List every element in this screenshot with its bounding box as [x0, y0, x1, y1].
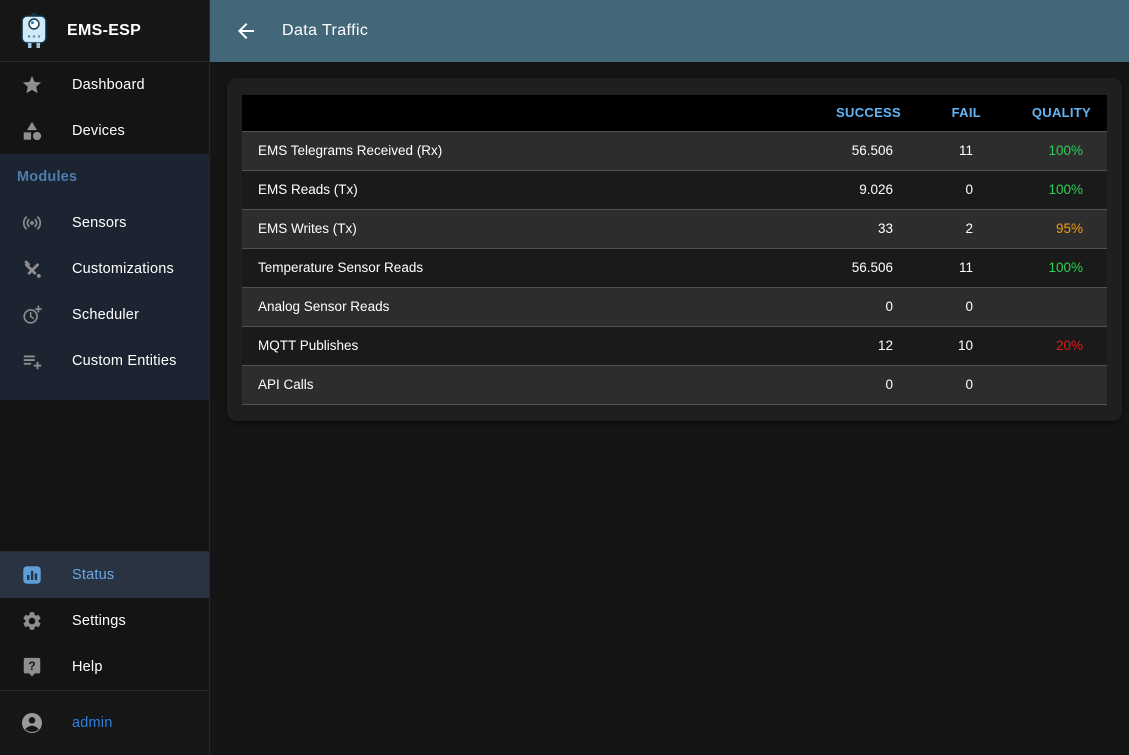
gear-icon: [20, 609, 44, 633]
fail-value: 0: [917, 287, 997, 327]
row-label: EMS Writes (Tx): [242, 209, 787, 249]
sidebar-item-dashboard[interactable]: Dashboard: [0, 62, 209, 108]
row-label: EMS Telegrams Received (Rx): [242, 131, 787, 171]
quality-value: [997, 287, 1107, 327]
table-row: EMS Writes (Tx) 33 2 95%: [242, 209, 1107, 249]
sidebar-item-customizations[interactable]: Customizations: [0, 246, 209, 292]
quality-value: 100%: [997, 131, 1107, 171]
sidebar-item-label: Settings: [72, 613, 126, 629]
sidebar-item-label: Status: [72, 567, 115, 583]
sidebar-item-label: Custom Entities: [72, 353, 177, 369]
playlist-add-icon: [20, 349, 44, 373]
success-value: 0: [787, 287, 917, 327]
sidebar-item-devices[interactable]: Devices: [0, 108, 209, 154]
column-header-name: [242, 95, 787, 132]
svg-text:?: ?: [28, 659, 35, 673]
sidebar-item-custom-entities[interactable]: Custom Entities: [0, 338, 209, 384]
table-row: EMS Reads (Tx) 9.026 0 100%: [242, 170, 1107, 210]
table-row: Analog Sensor Reads 0 0: [242, 287, 1107, 327]
quality-value: 100%: [997, 248, 1107, 288]
fail-value: 0: [917, 170, 997, 210]
sidebar-item-label: Sensors: [72, 215, 127, 231]
category-icon: [20, 119, 44, 143]
quality-value: 20%: [997, 326, 1107, 366]
more-time-icon: [20, 303, 44, 327]
account-icon: [20, 711, 44, 735]
star-icon: [20, 73, 44, 97]
column-header-success: SUCCESS: [787, 95, 917, 132]
sidebar-item-label: Devices: [72, 123, 125, 139]
sensors-icon: [20, 211, 44, 235]
table-header-row: SUCCESS FAIL QUALITY: [242, 95, 1107, 132]
row-label: Temperature Sensor Reads: [242, 248, 787, 288]
construction-icon: [20, 257, 44, 281]
boiler-logo-icon: [18, 12, 50, 50]
app-logo-row: EMS-ESP: [0, 0, 209, 62]
app-title: EMS-ESP: [67, 21, 142, 39]
quality-value: 100%: [997, 170, 1107, 210]
quality-value: 95%: [997, 209, 1107, 249]
page-title: Data Traffic: [282, 22, 369, 39]
sidebar-item-label: Dashboard: [72, 77, 145, 93]
sidebar-item-label: Help: [72, 659, 103, 675]
column-header-fail: FAIL: [917, 95, 997, 132]
sidebar-item-label: Customizations: [72, 261, 174, 277]
success-value: 56.506: [787, 131, 917, 171]
row-label: MQTT Publishes: [242, 326, 787, 366]
data-traffic-table: SUCCESS FAIL QUALITY EMS Telegrams Recei…: [242, 95, 1107, 405]
sidebar-item-sensors[interactable]: Sensors: [0, 200, 209, 246]
column-header-quality: QUALITY: [997, 95, 1107, 132]
arrow-back-icon: [238, 23, 254, 39]
fail-value: 0: [917, 365, 997, 405]
table-row: EMS Telegrams Received (Rx) 56.506 11 10…: [242, 131, 1107, 171]
success-value: 0: [787, 365, 917, 405]
fail-value: 10: [917, 326, 997, 366]
table-row: MQTT Publishes 12 10 20%: [242, 326, 1107, 366]
modules-section-header: Modules: [17, 169, 78, 185]
table-row: Temperature Sensor Reads 56.506 11 100%: [242, 248, 1107, 288]
sidebar-item-settings[interactable]: Settings: [0, 598, 209, 644]
data-traffic-card: SUCCESS FAIL QUALITY EMS Telegrams Recei…: [227, 78, 1122, 421]
sidebar-bottom-section: Status Settings ? Help: [0, 551, 209, 755]
divider: [0, 551, 209, 552]
sidebar-item-status[interactable]: Status: [0, 552, 209, 598]
divider: [0, 690, 209, 691]
sidebar-item-admin[interactable]: admin: [0, 691, 209, 755]
fail-value: 11: [917, 131, 997, 171]
success-value: 33: [787, 209, 917, 249]
sidebar-item-scheduler[interactable]: Scheduler: [0, 292, 209, 338]
fail-value: 11: [917, 248, 997, 288]
analytics-icon: [20, 563, 44, 587]
table-row: API Calls 0 0: [242, 365, 1107, 405]
help-icon: ?: [20, 655, 44, 679]
admin-user-label: admin: [72, 715, 113, 731]
row-label: API Calls: [242, 365, 787, 405]
back-button[interactable]: [232, 17, 260, 45]
sidebar-item-help[interactable]: ? Help: [0, 644, 209, 690]
fail-value: 2: [917, 209, 997, 249]
sidebar-item-label: Scheduler: [72, 307, 140, 323]
quality-value: [997, 365, 1107, 405]
sidebar: EMS-ESP Dashboard Devices Modules: [0, 0, 210, 755]
appbar: Data Traffic: [210, 0, 1129, 62]
success-value: 12: [787, 326, 917, 366]
success-value: 56.506: [787, 248, 917, 288]
row-label: EMS Reads (Tx): [242, 170, 787, 210]
sidebar-modules-section: Modules Sensors Customizations: [0, 154, 209, 400]
success-value: 9.026: [787, 170, 917, 210]
row-label: Analog Sensor Reads: [242, 287, 787, 327]
